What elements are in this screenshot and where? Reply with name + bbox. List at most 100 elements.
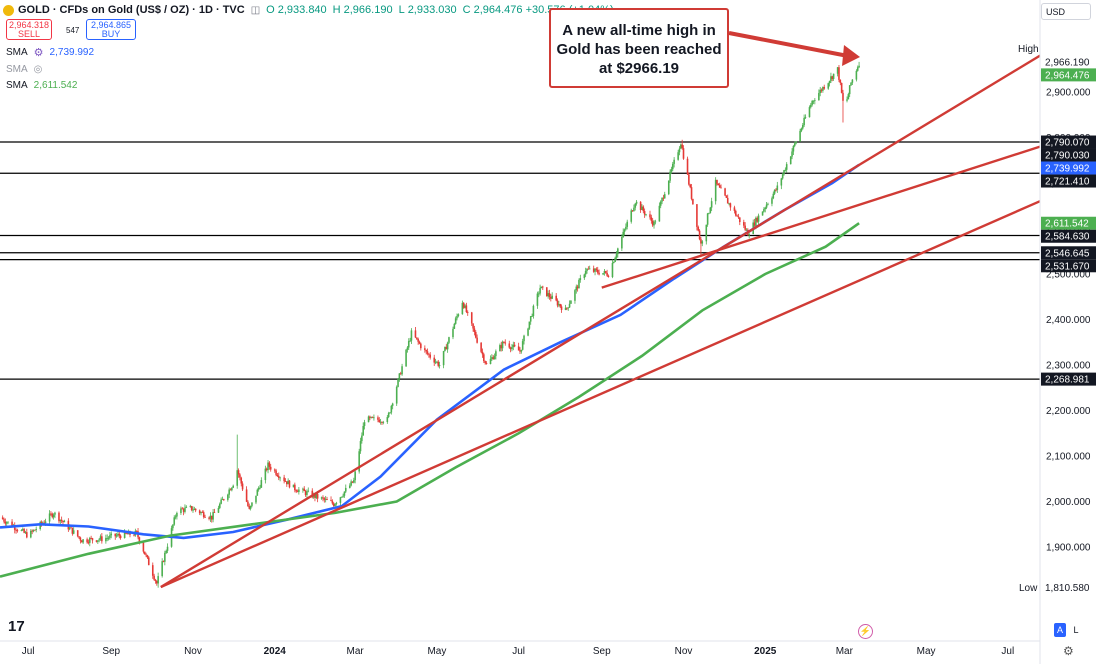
candle-body xyxy=(812,100,815,102)
settings-icon[interactable]: ⚙ xyxy=(33,47,44,59)
candle-body xyxy=(635,201,638,204)
candle-body xyxy=(48,513,51,522)
candle-body xyxy=(194,508,197,511)
candle-body xyxy=(257,487,260,490)
time-axis[interactable]: Jul Sep Nov 2024 Mar May Jul Sep Nov 2025 Mar May Ju… xyxy=(22,646,1014,657)
candle-body xyxy=(76,530,79,537)
sma-legend-3[interactable]: SMA 2,611.542 xyxy=(6,80,78,91)
candle-body xyxy=(623,229,626,232)
sell-button[interactable]: 2,964.318 SELL xyxy=(6,19,52,40)
x-tick-label: Sep xyxy=(102,646,120,657)
candle-body xyxy=(757,215,760,222)
candle-body xyxy=(537,293,540,295)
candle-body xyxy=(176,512,178,517)
candle-body xyxy=(456,316,458,319)
candle-body xyxy=(818,93,820,101)
candle-body xyxy=(302,488,304,490)
candle-body xyxy=(24,532,27,533)
candle-body xyxy=(387,413,390,418)
candle-body xyxy=(221,499,224,501)
lightning-icon[interactable]: ⚡ xyxy=(858,624,873,639)
candle-body xyxy=(500,345,503,349)
candle-body xyxy=(667,180,670,195)
candle-body xyxy=(588,268,591,270)
candle-body xyxy=(523,335,525,342)
candle-body xyxy=(670,169,673,172)
candle-body xyxy=(495,351,497,357)
candle-body xyxy=(540,286,543,289)
candle-body xyxy=(88,538,91,543)
candle-body xyxy=(180,508,182,513)
candle-body xyxy=(733,207,736,211)
annotation-callout[interactable]: A new all-time high in Gold has been rea… xyxy=(549,8,729,88)
candle-body xyxy=(217,507,220,513)
price-axis[interactable]: 1,900.000 2,000.000 2,100.000 2,200.000 2,30… xyxy=(1041,55,1096,595)
candle-body xyxy=(165,550,167,553)
candle-body xyxy=(661,197,663,202)
candle-body xyxy=(429,354,432,358)
candle-body xyxy=(446,342,449,350)
candle-body xyxy=(578,280,580,289)
symbol-title[interactable]: GOLD · CFDs on Gold (US$ / OZ) · 1D · TV… xyxy=(18,4,245,16)
candle-body xyxy=(772,193,775,199)
price-tag-label: 2,584.630 xyxy=(1045,232,1090,243)
candle-body xyxy=(823,87,826,89)
candle-body xyxy=(236,470,239,486)
candle-body xyxy=(848,85,851,95)
candle-body xyxy=(734,210,737,216)
candle-body xyxy=(382,422,385,423)
trendline xyxy=(160,200,1041,589)
candle-body xyxy=(587,268,590,270)
candle-body xyxy=(729,203,732,208)
gear-icon[interactable]: ⚙ xyxy=(1063,644,1074,658)
candle-body xyxy=(228,489,230,495)
candle-body xyxy=(822,87,824,91)
candle-body xyxy=(287,480,289,485)
candle-body xyxy=(201,512,204,513)
candle-body xyxy=(641,206,643,211)
candle-body xyxy=(454,318,457,324)
candle-body xyxy=(395,386,398,404)
tradingview-logo-icon[interactable]: 17 xyxy=(8,618,25,635)
candle-body xyxy=(101,536,103,542)
price-tag-label: 2,739.992 xyxy=(1045,164,1090,175)
price-tag xyxy=(1041,55,1096,69)
candle-body xyxy=(231,487,233,491)
candle-body xyxy=(273,469,276,471)
candle-body xyxy=(166,546,169,551)
candle-body xyxy=(776,185,779,191)
auto-scale-button[interactable]: A xyxy=(1054,623,1066,637)
log-scale-button[interactable]: L xyxy=(1073,625,1079,635)
candle-body xyxy=(109,535,111,538)
candle-body xyxy=(410,330,413,341)
candle-body xyxy=(268,462,271,467)
candle-body xyxy=(785,164,788,170)
candle-body xyxy=(789,156,792,165)
sma-legend-2[interactable]: SMA ◎ xyxy=(6,64,43,75)
candle-body xyxy=(428,353,430,355)
candle-body xyxy=(775,189,777,191)
eye-hidden-icon[interactable]: ◎ xyxy=(33,64,43,75)
candle-body xyxy=(485,363,488,365)
candle-body xyxy=(631,210,634,212)
y-tick-label: 2,200.000 xyxy=(1046,406,1091,417)
candle-body xyxy=(539,288,541,294)
currency-selector[interactable]: USD xyxy=(1041,3,1091,20)
visibility-icon[interactable]: ◫ xyxy=(250,4,261,16)
candle-body xyxy=(283,477,285,482)
candle-body xyxy=(31,530,33,532)
candle-body xyxy=(767,203,769,205)
candle-body xyxy=(133,534,135,536)
candle-body xyxy=(1,517,4,520)
chart-header: GOLD · CFDs on Gold (US$ / OZ) · 1D · TV… xyxy=(0,0,614,20)
buy-button[interactable]: 2,964.865 BUY xyxy=(86,19,136,40)
sma-legend-1[interactable]: SMA ⚙ 2,739.992 xyxy=(6,47,95,59)
x-tick-label: Jul xyxy=(22,646,35,657)
x-tick-label: 2024 xyxy=(264,646,287,657)
candle-body xyxy=(484,361,486,364)
candle-body xyxy=(626,221,629,227)
candle-body xyxy=(248,506,251,509)
candle-body xyxy=(558,304,560,306)
candle-body xyxy=(622,231,624,238)
